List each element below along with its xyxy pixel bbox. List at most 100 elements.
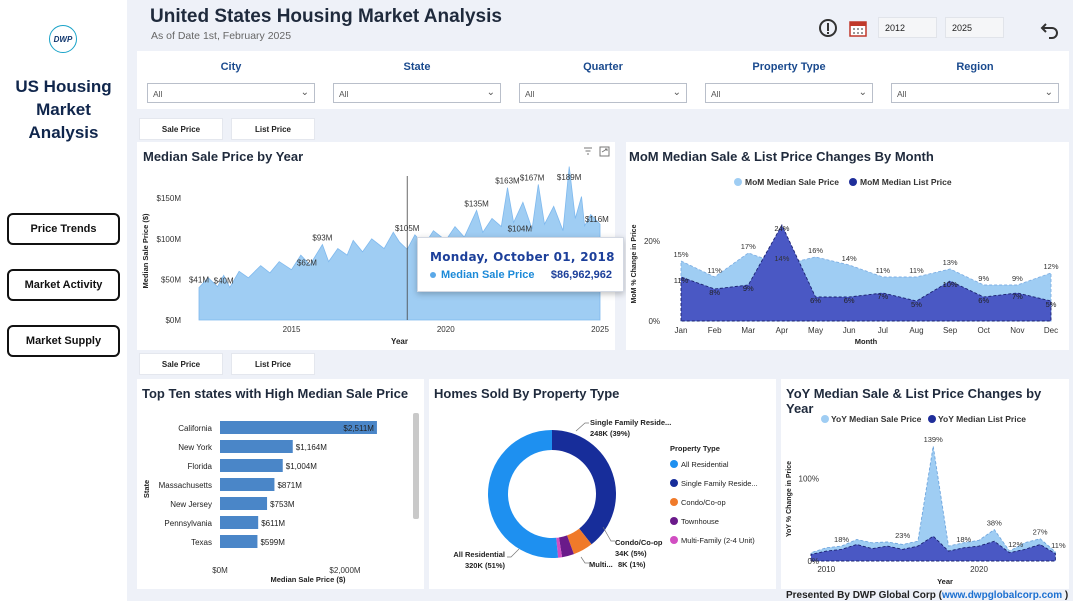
legend-sale-dot-icon [734, 178, 742, 186]
state-value-label: $753M [270, 500, 295, 509]
data-label: 139% [924, 435, 944, 444]
state-label: Texas [191, 538, 212, 547]
tab-sale-price-bottom[interactable]: Sale Price [139, 353, 223, 375]
callout-line [602, 526, 615, 542]
slice-label-name: Condo/Co-op [615, 538, 663, 547]
back-arrow-icon[interactable] [1040, 20, 1060, 45]
data-label: $189M [557, 173, 582, 182]
tab-list-price-bottom[interactable]: List Price [231, 353, 315, 375]
data-label: 18% [956, 535, 971, 544]
x-tick-label: Mar [741, 326, 755, 335]
x-tick-label: 2020 [970, 565, 988, 574]
sale-data-label: 13% [943, 258, 958, 267]
year-from-input[interactable]: 2012 [878, 17, 937, 38]
legend-dot-icon [430, 272, 436, 279]
quarter-dropdown-value: All [525, 89, 535, 99]
state-bar [220, 535, 258, 548]
list-data-label: 6% [978, 296, 989, 305]
yoy-chart[interactable]: YoY Median Sale Price YoY Median List Pri… [781, 379, 1069, 589]
homes-sold-title: Homes Sold By Property Type [434, 386, 620, 401]
top-states-panel: Top Ten states with High Median Sale Pri… [137, 379, 424, 589]
data-label: $62M [297, 259, 317, 268]
legend-list-dot-icon [928, 415, 936, 423]
city-dropdown-value: All [153, 89, 163, 99]
callout-line [575, 422, 589, 432]
x-tick-label: Oct [978, 326, 991, 335]
y-tick-label: 0% [807, 557, 819, 566]
sale-data-label: 11% [876, 266, 891, 275]
nav-market-activity-button[interactable]: Market Activity [7, 269, 120, 301]
legend-list-label: MoM Median List Price [860, 177, 952, 187]
region-dropdown[interactable]: All ⌄ [891, 83, 1059, 103]
tab-list-price-top[interactable]: List Price [231, 118, 315, 140]
state-value-label: $1,004M [286, 462, 317, 471]
state-label: New York [178, 443, 213, 452]
sale-data-label: 14% [842, 254, 857, 263]
filter-icon[interactable] [584, 147, 592, 155]
filter-label-quarter: Quarter [583, 61, 623, 73]
tab-sale-price-top[interactable]: Sale Price [139, 118, 223, 140]
chevron-down-icon: ⌄ [672, 87, 681, 98]
slice-label-value: 320K (51%) [465, 561, 506, 570]
focus-mode-icon[interactable] [599, 146, 610, 157]
sidebar-title-line: Market [36, 100, 91, 119]
data-label: $163M [495, 177, 520, 186]
legend-dot-icon [670, 498, 678, 506]
tooltip-value: $86,962,962 [550, 269, 612, 281]
y-tick-label: $150M [157, 194, 182, 203]
legend-sale-label: MoM Median Sale Price [745, 177, 839, 187]
y-tick-label: 100% [799, 474, 819, 483]
top-states-chart[interactable]: California $2,511M New York $1,164M Florida $… [137, 379, 424, 589]
nav-price-trends-button[interactable]: Price Trends [7, 213, 120, 245]
x-tick-label: 2025 [591, 325, 609, 334]
data-label: 18% [834, 535, 849, 544]
info-icon[interactable] [818, 18, 838, 43]
quarter-dropdown[interactable]: All ⌄ [519, 83, 687, 103]
homes-sold-chart[interactable]: Single Family Reside... 248K (39%) Condo/C… [429, 379, 776, 589]
calendar-icon[interactable] [849, 19, 867, 42]
property-type-dropdown[interactable]: All ⌄ [705, 83, 873, 103]
y-tick-label: 20% [644, 237, 660, 246]
sidebar-title-line: Analysis [28, 123, 99, 142]
filter-label-state: State [403, 61, 431, 73]
mom-title: MoM Median Sale & List Price Changes By … [629, 149, 934, 164]
x-axis-label: Year [391, 337, 408, 346]
donut-slice [552, 430, 616, 545]
state-dropdown[interactable]: All ⌄ [333, 83, 501, 103]
slice-label-value: 34K (5%) [615, 549, 647, 558]
list-data-label: 7% [877, 292, 888, 301]
y-axis-label: Median Sale Price ($) [141, 213, 150, 289]
state-bar [220, 497, 268, 510]
data-label: 38% [987, 519, 1002, 528]
callout-line [580, 556, 589, 564]
year-to-input[interactable]: 2025 [945, 17, 1004, 38]
chevron-down-icon: ⌄ [1044, 87, 1053, 98]
x-tick-label: Apr [776, 326, 789, 335]
yoy-list-area [810, 535, 1056, 562]
mom-list-area [680, 224, 1052, 322]
sale-data-label: 14% [774, 254, 789, 263]
x-tick-label: $0M [212, 566, 228, 575]
data-label: 27% [1033, 528, 1048, 537]
sidebar-title-line: US Housing [15, 77, 112, 96]
state-bar [220, 459, 283, 472]
legend-dot-icon [670, 517, 678, 525]
x-tick-label: Jan [675, 326, 688, 335]
legend-item-label: Multi-Family (2-4 Unit) [681, 536, 755, 545]
mom-chart[interactable]: MoM Median Sale Price MoM Median List Pri… [626, 142, 1069, 350]
scrollbar-thumb[interactable] [413, 413, 419, 519]
donut-slice [556, 537, 563, 558]
city-dropdown[interactable]: All ⌄ [147, 83, 315, 103]
footer-link[interactable]: www.dwpglobalcorp.com [941, 590, 1063, 601]
state-bar [220, 478, 275, 491]
legend-list-label: YoY Median List Price [938, 414, 1026, 424]
data-label: $105M [395, 224, 420, 233]
nav-market-supply-button[interactable]: Market Supply [7, 325, 120, 357]
x-axis-label: Year [937, 577, 953, 586]
tooltip-label: Median Sale Price [430, 269, 535, 281]
x-tick-label: Nov [1010, 326, 1024, 335]
list-data-label: 7% [1012, 292, 1023, 301]
data-label: $135M [464, 199, 489, 208]
donut-slice [567, 528, 592, 555]
state-value-label: $599M [260, 538, 285, 547]
